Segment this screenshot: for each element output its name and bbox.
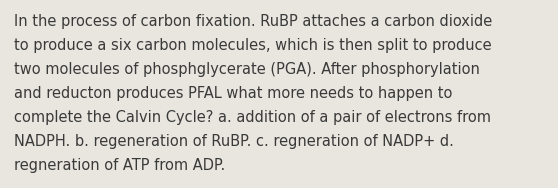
Text: and reducton produces PFAL what more needs to happen to: and reducton produces PFAL what more nee… — [14, 86, 453, 101]
Text: complete the Calvin Cycle? a. addition of a pair of electrons from: complete the Calvin Cycle? a. addition o… — [14, 110, 491, 125]
Text: In the process of carbon fixation. RuBP attaches a carbon dioxide: In the process of carbon fixation. RuBP … — [14, 14, 492, 29]
Text: NADPH. b. regeneration of RuBP. c. regneration of NADP+ d.: NADPH. b. regeneration of RuBP. c. regne… — [14, 134, 454, 149]
Text: two molecules of phosphglycerate (PGA). After phosphorylation: two molecules of phosphglycerate (PGA). … — [14, 62, 480, 77]
Text: regneration of ATP from ADP.: regneration of ATP from ADP. — [14, 158, 225, 173]
Text: to produce a six carbon molecules, which is then split to produce: to produce a six carbon molecules, which… — [14, 38, 492, 53]
